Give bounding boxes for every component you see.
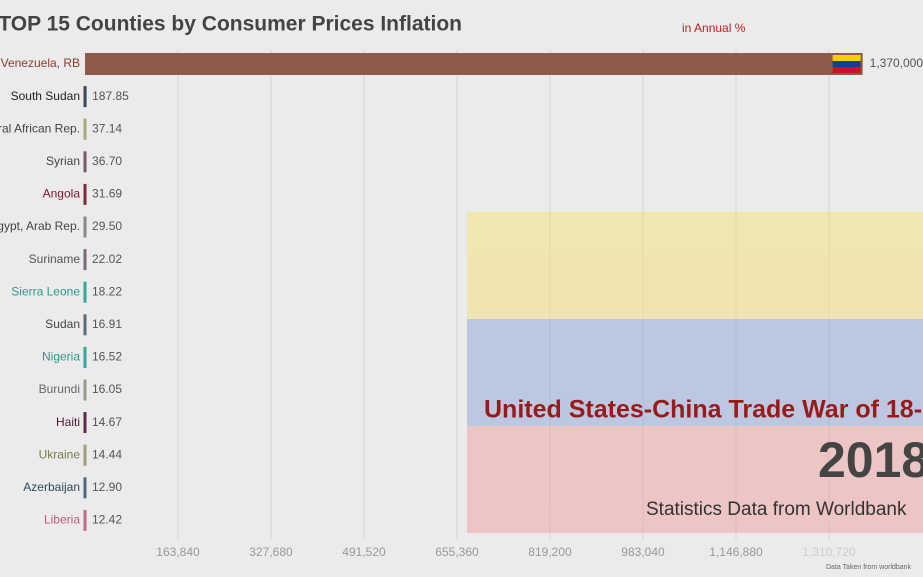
source-note: Data Taken from worldbank <box>826 564 912 571</box>
category-label: Central African Rep. <box>0 121 80 135</box>
value-label: 14.44 <box>92 447 122 461</box>
flag-yellow <box>467 212 923 319</box>
value-label: 12.42 <box>92 513 122 527</box>
value-label: 187.85 <box>92 89 129 103</box>
x-tick-label: 983,040 <box>621 545 665 559</box>
annotation: Statistics Data from Worldbank <box>646 499 907 520</box>
x-tick-label: 819,200 <box>528 545 572 559</box>
category-label: Haiti <box>56 415 80 429</box>
value-label: 12.90 <box>92 480 122 494</box>
value-label: 14.67 <box>92 415 122 429</box>
flag-red <box>467 426 923 533</box>
value-label: 16.91 <box>92 317 122 331</box>
annotation: United States-China Trade War of 18-19 <box>484 396 923 424</box>
x-tick-label: 327,680 <box>249 545 293 559</box>
bar <box>85 53 863 75</box>
x-tick-label: 163,840 <box>156 545 200 559</box>
category-label: Angola <box>43 187 81 201</box>
value-label: 31.69 <box>92 187 122 201</box>
x-tick-label: 1,146,880 <box>709 545 763 559</box>
flag-icon <box>832 61 861 67</box>
category-label: Liberia <box>44 513 80 527</box>
value-label: 29.50 <box>92 219 122 233</box>
category-label: Azerbaijan <box>23 480 80 494</box>
x-tick-label: 491,520 <box>342 545 386 559</box>
category-label: Ukraine <box>39 447 81 461</box>
value-label: 22.02 <box>92 252 122 266</box>
annotation-year: 2018 <box>818 432 923 488</box>
flag-blue <box>467 319 923 426</box>
value-label: 36.70 <box>92 154 122 168</box>
flag-icon <box>832 67 861 73</box>
value-label: 16.52 <box>92 350 122 364</box>
category-label: Egypt, Arab Rep. <box>0 219 80 233</box>
flag-icon <box>832 55 861 61</box>
category-label: Nigeria <box>42 350 80 364</box>
category-label: Sudan <box>45 317 80 331</box>
x-tick-label: 655,360 <box>435 545 479 559</box>
category-label: Burundi <box>39 382 80 396</box>
x-tick-label: 1,310,720 <box>802 545 856 559</box>
value-label: 18.22 <box>92 284 122 298</box>
value-label: 16.05 <box>92 382 122 396</box>
category-label: Suriname <box>29 252 81 266</box>
category-label: Sierra Leone <box>11 284 80 298</box>
value-label: 37.14 <box>92 121 122 135</box>
chart-title: TOP 15 Counties by Consumer Prices Infla… <box>0 13 462 36</box>
category-label: Venezuela, RB <box>1 56 80 70</box>
category-label: Syrian <box>46 154 80 168</box>
value-label: 1,370,000 <box>870 56 923 70</box>
category-label: South Sudan <box>11 89 80 103</box>
flag-overlay <box>467 212 923 533</box>
chart-subtitle: in Annual % <box>682 21 746 35</box>
